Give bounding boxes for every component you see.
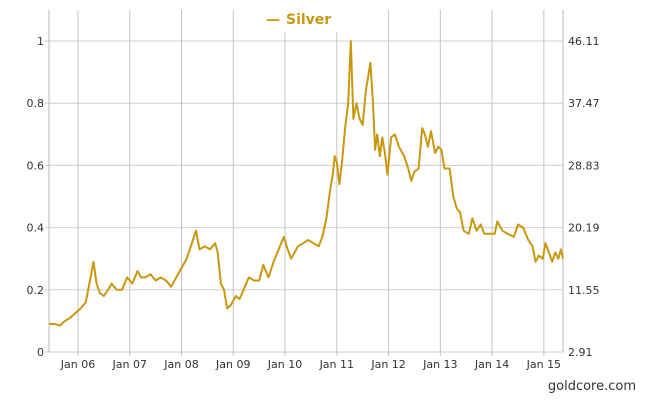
y-tick-left: 0.2 xyxy=(27,284,45,297)
y-tick-right: 20.19 xyxy=(568,222,600,235)
x-tick-label: Jan 15 xyxy=(526,358,561,371)
legend[interactable]: — Silver xyxy=(266,12,331,28)
source-credit: goldcore.com xyxy=(548,379,636,394)
y-tick-left: 1 xyxy=(37,35,44,48)
y-tick-left: 0 xyxy=(37,346,44,359)
x-tick-label: Jan 07 xyxy=(112,358,147,371)
y-tick-right: 46.11 xyxy=(568,35,600,48)
y-tick-right: 37.47 xyxy=(568,97,600,110)
legend-label: Silver xyxy=(286,12,331,28)
y-tick-right: 28.83 xyxy=(568,159,600,172)
y-tick-right: 11.55 xyxy=(568,284,600,297)
x-tick-label: Jan 12 xyxy=(370,358,405,371)
x-tick-label: Jan 08 xyxy=(163,358,198,371)
y-tick-left: 0.4 xyxy=(27,222,45,235)
x-tick-label: Jan 10 xyxy=(267,358,302,371)
x-tick-label: Jan 13 xyxy=(422,358,457,371)
legend-symbol: — xyxy=(266,12,280,28)
silver-series-line xyxy=(49,40,564,327)
x-tick-label: Jan 14 xyxy=(474,358,509,371)
y-tick-left: 0.8 xyxy=(27,97,45,110)
x-tick-label: Jan 06 xyxy=(60,358,95,371)
x-tick-label: Jan 09 xyxy=(215,358,250,371)
legend-background xyxy=(260,8,342,32)
y-tick-left: 0.6 xyxy=(27,159,45,172)
x-tick-label: Jan 11 xyxy=(319,358,354,371)
y-tick-right: 2.91 xyxy=(568,346,593,359)
